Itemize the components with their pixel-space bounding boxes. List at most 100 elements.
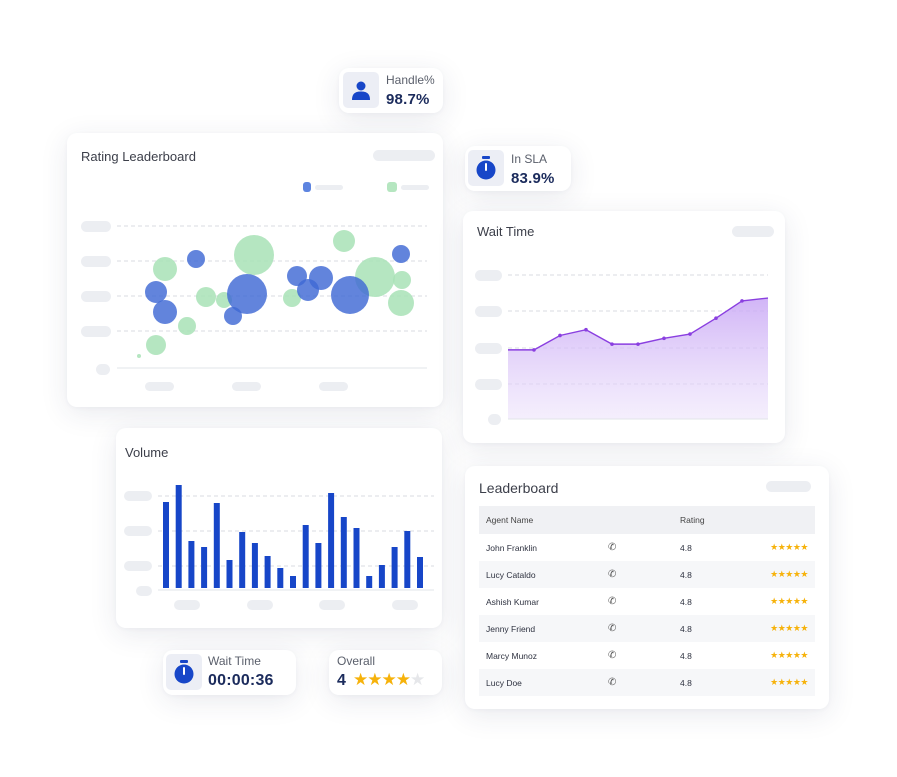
wait-time-point <box>688 332 692 336</box>
bubble <box>178 317 196 335</box>
volume-bar <box>188 541 195 588</box>
wait-time-point <box>610 342 614 346</box>
agent-rating: 4.8 <box>673 669 749 696</box>
phone-icon[interactable]: ✆ <box>608 596 617 607</box>
rating-leaderboard-card: Rating Leaderboard <box>67 133 443 407</box>
column-header-phone <box>601 506 673 534</box>
bubble <box>153 257 177 281</box>
agent-name: Jenny Friend <box>479 615 601 642</box>
leaderboard-card: Leaderboard Agent Name Rating John Frank… <box>465 466 829 709</box>
overall-label: Overall <box>337 654 376 668</box>
agent-name: Marcy Munoz <box>486 650 538 661</box>
star-icon: ★ <box>367 670 382 689</box>
in-sla-value: 83.9% <box>511 170 555 187</box>
leaderboard-title: Leaderboard <box>479 480 559 496</box>
volume-bar <box>251 543 258 588</box>
y-tick-placeholder <box>475 343 502 354</box>
x-tick-placeholder <box>174 600 200 610</box>
x-tick-placeholder <box>319 600 345 610</box>
volume-bar <box>290 576 296 588</box>
bubble <box>392 245 410 263</box>
phone-icon[interactable]: ✆ <box>608 542 617 553</box>
y-tick-placeholder <box>124 526 152 536</box>
bubble <box>145 281 167 303</box>
y-tick-placeholder <box>81 221 111 232</box>
table-row[interactable]: Jenny Friend ✆ 4.8 ★★★★★ <box>479 615 815 642</box>
phone-icon[interactable]: ✆ <box>608 650 617 661</box>
table-row[interactable]: Marcy Munoz ✆ 4.8 ★★★★★ <box>479 642 815 669</box>
table-row[interactable]: John Franklin ✆ 4.8 ★★★★★ <box>479 534 815 561</box>
y-tick-placeholder <box>81 326 111 337</box>
bubble <box>297 279 319 301</box>
agent-name: Ashish Kumar <box>486 596 539 607</box>
volume-bar <box>315 543 322 588</box>
bubble <box>224 307 242 325</box>
wait-time-point <box>662 336 666 341</box>
x-tick-placeholder <box>319 382 348 391</box>
wait-time-stat-card: Wait Time 00:00:36 <box>163 650 296 695</box>
column-header-rating: Rating <box>673 506 749 534</box>
star-rating: ★★★★★ <box>770 596 808 606</box>
volume-bar <box>226 560 233 588</box>
wait-time-point <box>740 299 744 303</box>
bubble <box>153 300 177 324</box>
phone-icon[interactable]: ✆ <box>601 615 673 642</box>
agent-name: Lucy Cataldo <box>479 561 601 588</box>
y-tick-placeholder <box>81 256 111 267</box>
wait-time-point <box>714 316 718 320</box>
x-tick-placeholder <box>392 600 418 610</box>
handle-stat-card: Handle% 98.7% <box>339 68 443 113</box>
wait-time-chart-title: Wait Time <box>477 224 535 239</box>
volume-bar <box>175 485 182 588</box>
star-rating: ★★★★★ <box>770 542 808 552</box>
table-row[interactable]: Lucy Doe ✆ 4.8 ★★★★★ <box>479 669 815 696</box>
phone-icon[interactable]: ✆ <box>601 669 673 696</box>
volume-bar <box>264 556 271 588</box>
star-rating: ★★★★★ <box>749 615 815 642</box>
volume-bar <box>391 547 398 588</box>
star-rating: ★★★★★ <box>770 650 808 660</box>
y-tick-placeholder <box>124 491 152 501</box>
y-tick-placeholder <box>475 306 502 317</box>
table-row[interactable]: Ashish Kumar ✆ 4.8 ★★★★★ <box>479 588 815 615</box>
agent-rating: 4.8 <box>680 596 692 607</box>
agent-rating: 4.8 <box>673 561 749 588</box>
volume-bar <box>201 547 208 588</box>
legend-swatch-b <box>387 182 397 192</box>
bubble <box>187 250 205 268</box>
wait-time-chart-card: Wait Time <box>463 211 785 443</box>
star-rating: ★★★★★ <box>749 669 815 696</box>
in-sla-label: In SLA <box>511 152 548 166</box>
handle-label: Handle% <box>386 73 435 87</box>
rating-leaderboard-title: Rating Leaderboard <box>81 149 196 164</box>
y-tick-placeholder <box>475 379 502 390</box>
y-tick-placeholder <box>488 414 501 425</box>
table-row[interactable]: Lucy Cataldo ✆ 4.8 ★★★★★ <box>479 561 815 588</box>
volume-title: Volume <box>125 445 169 460</box>
bubble <box>333 230 355 252</box>
y-tick-placeholder <box>81 291 111 302</box>
table-header-row: Agent Name Rating <box>479 506 815 534</box>
agent-rating: 4.8 <box>680 542 692 553</box>
phone-icon[interactable]: ✆ <box>601 561 673 588</box>
overall-stat-card: Overall 4 ★★★★★ <box>329 650 442 695</box>
x-tick-placeholder <box>247 600 273 610</box>
area-chart <box>508 274 769 420</box>
star-rating: ★★★★★ <box>749 561 815 588</box>
wait-time-value: 00:00:36 <box>208 672 274 689</box>
legend-swatch-a <box>303 182 311 192</box>
y-tick-placeholder <box>475 270 502 281</box>
volume-bar <box>366 576 373 588</box>
volume-bar <box>353 528 360 588</box>
x-tick-placeholder <box>232 382 261 391</box>
bubble <box>388 290 414 316</box>
y-tick-placeholder <box>96 364 110 375</box>
header-placeholder <box>766 481 811 492</box>
agent-name: Lucy Doe <box>479 669 601 696</box>
volume-bar <box>239 532 246 588</box>
star-icon: ★ <box>353 670 368 689</box>
header-placeholder <box>732 226 774 237</box>
x-tick-placeholder <box>145 382 174 391</box>
bubble <box>146 335 166 355</box>
column-header-stars <box>749 506 815 534</box>
